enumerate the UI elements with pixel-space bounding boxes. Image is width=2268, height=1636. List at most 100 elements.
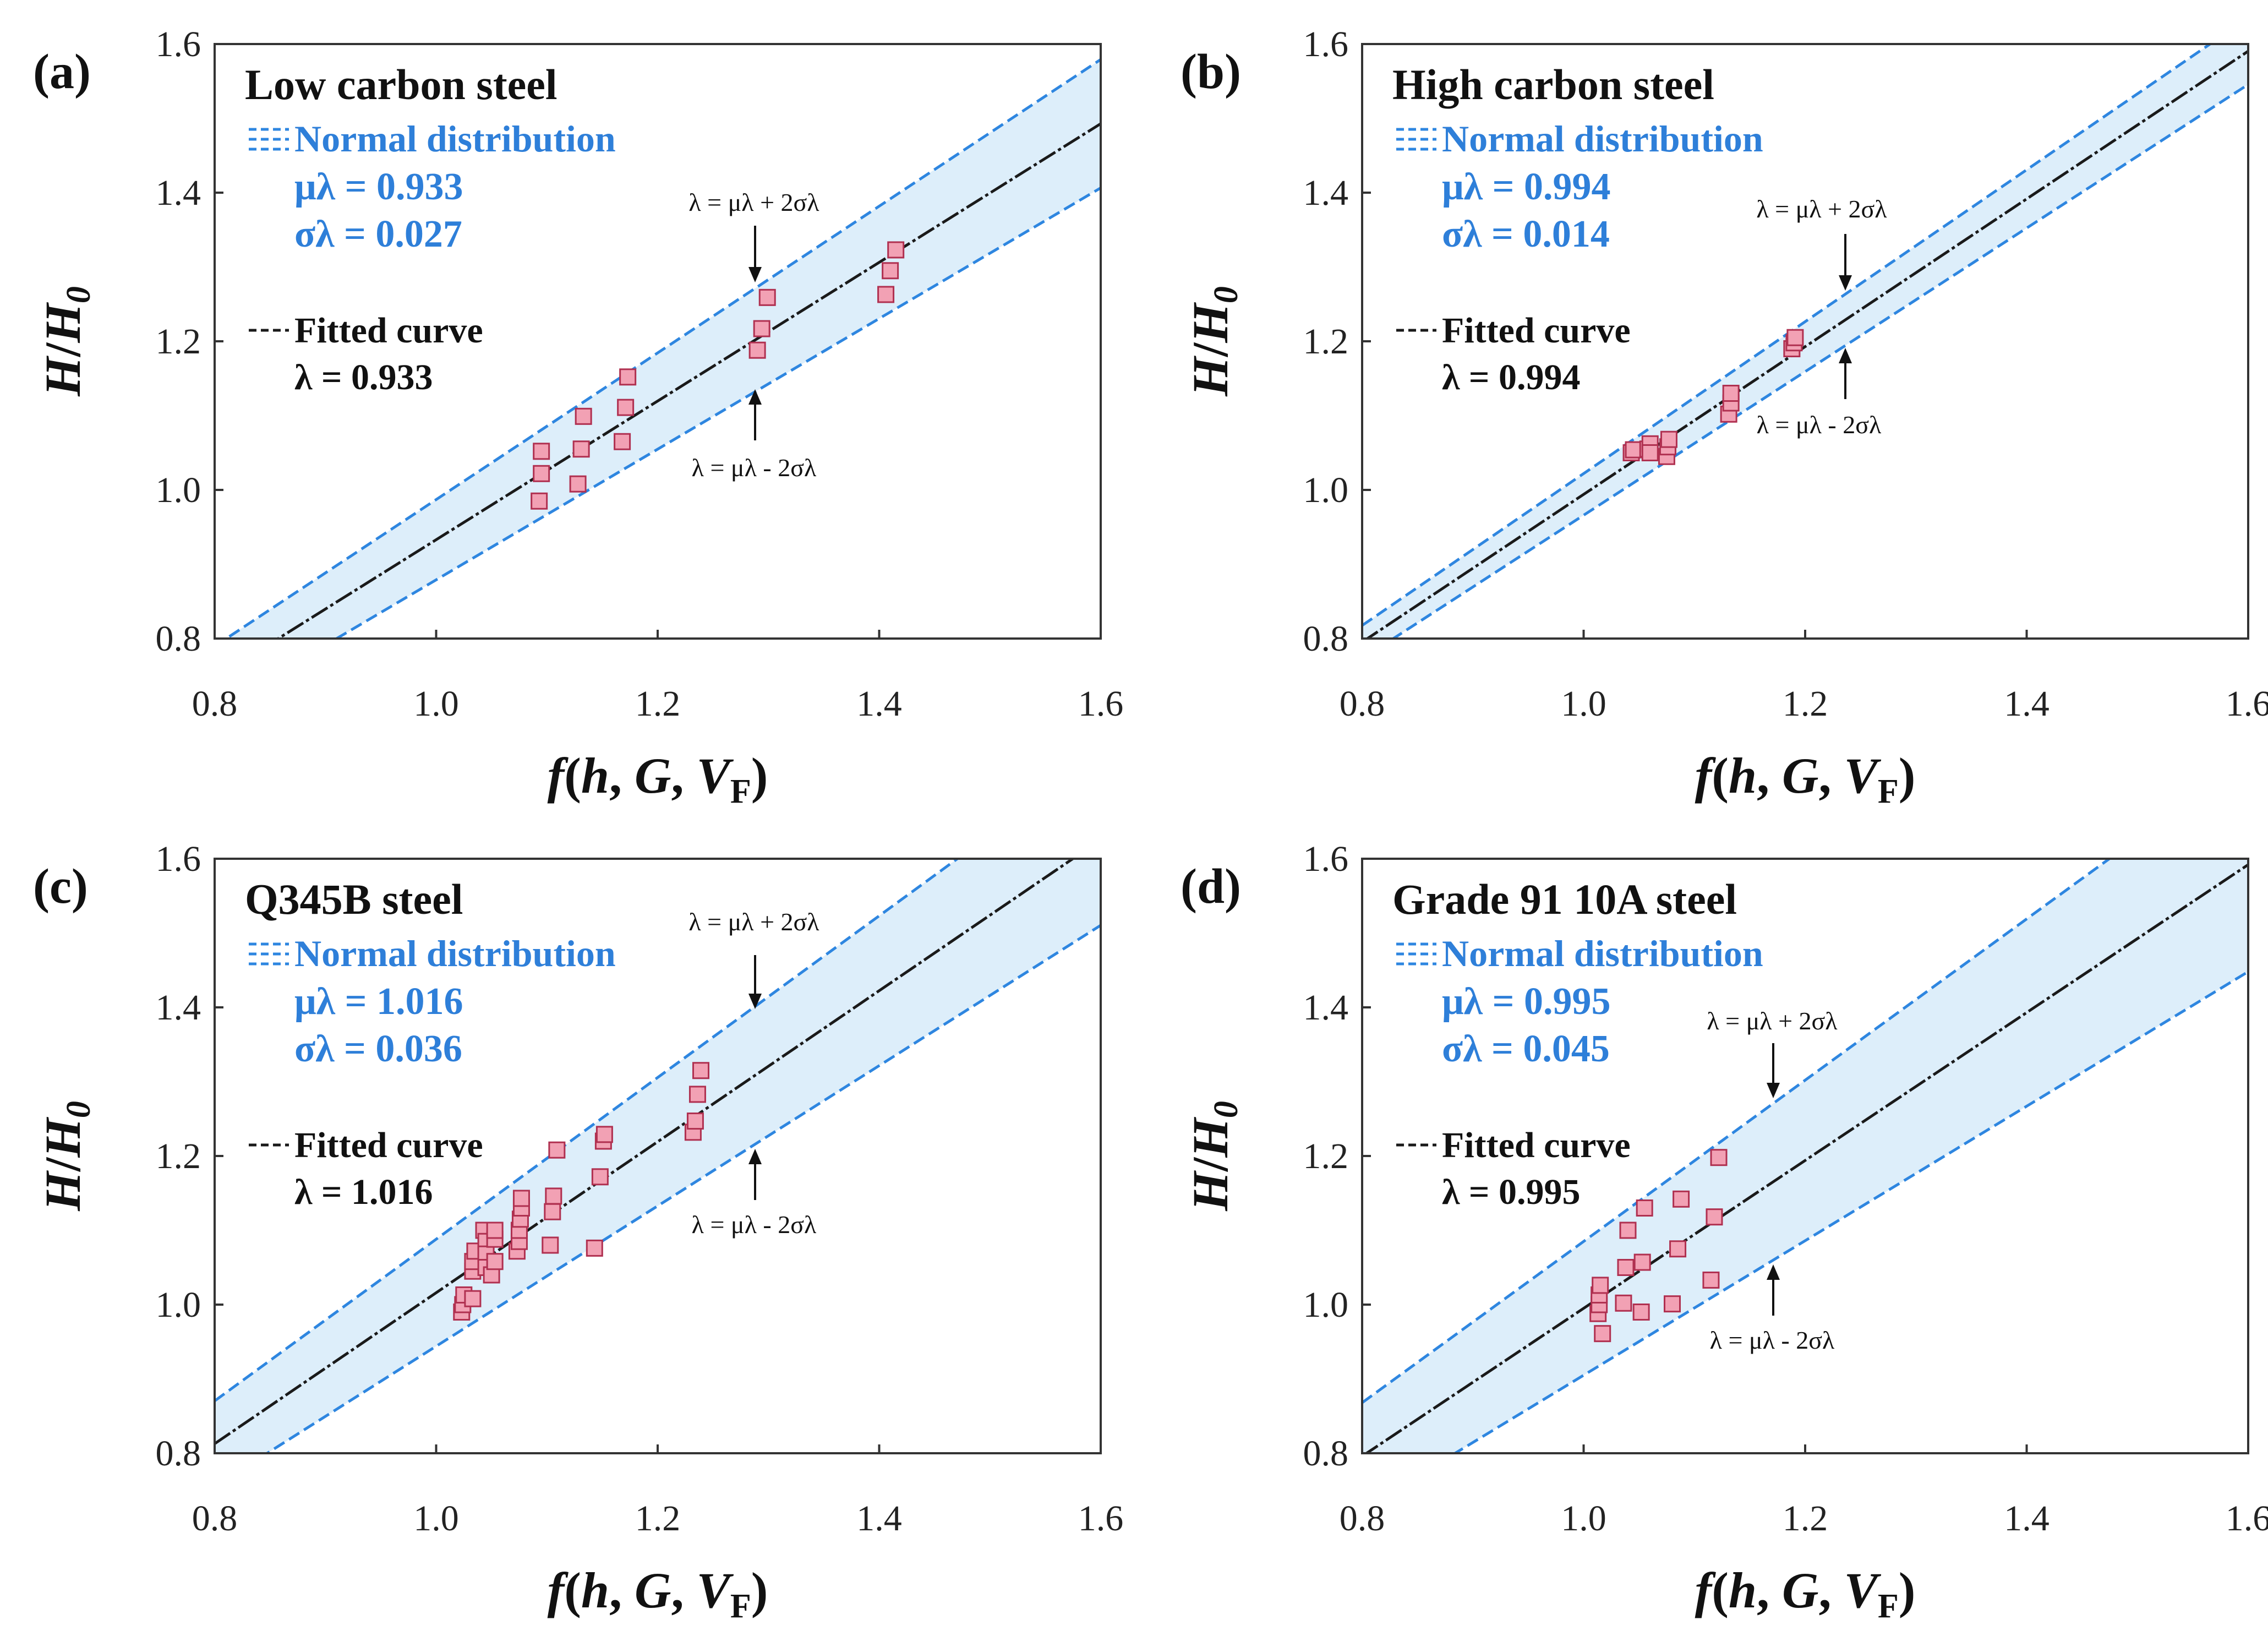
x-tick-label: 1.0 (413, 684, 459, 724)
y-tick-labels: 0.8 1.0 1.2 1.4 1.6 (1303, 839, 1371, 1474)
legend-normal-icon (249, 128, 289, 151)
data-point (619, 368, 637, 386)
legend-fit-label: Fitted curve (1442, 1125, 1631, 1165)
data-point (512, 1190, 530, 1207)
legend-normal-label: Normal distribution (1442, 118, 1763, 160)
y-tick-label: 1.4 (156, 988, 201, 1028)
x-tick-label: 1.2 (635, 684, 681, 724)
y-tick-label: 1.0 (156, 470, 201, 510)
lower-annotation: λ = μλ - 2σλ (1710, 1326, 1835, 1354)
data-point (544, 1203, 561, 1220)
x-tick-label: 1.2 (1783, 1498, 1828, 1539)
x-tick-labels: 0.8 1.0 1.2 1.4 1.6 (1340, 1444, 2268, 1539)
data-point (887, 241, 905, 259)
legend-fit-label: Fitted curve (294, 1125, 483, 1165)
upper-bound-line (1362, 859, 2112, 1404)
y-tick-label: 1.2 (1303, 1136, 1349, 1176)
x-tick-label: 1.2 (1783, 684, 1828, 724)
sigma-value: σλ = 0.036 (294, 1028, 462, 1070)
data-point (1706, 1208, 1723, 1226)
panel-b: 0.8 1.0 1.2 1.4 1.6 0.8 1.0 1.2 1.4 1.6 (b) High… (1181, 24, 2268, 810)
data-point (586, 1239, 603, 1257)
x-tick-label: 1.4 (856, 1498, 902, 1539)
x-tick-label: 1.4 (2004, 1498, 2050, 1539)
normal-band-area (1362, 44, 2248, 639)
x-tick-labels: 0.8 1.0 1.2 1.4 1.6 (1340, 630, 2268, 724)
upper-bound-line (215, 859, 960, 1402)
x-tick-label: 1.6 (2226, 684, 2268, 724)
arrow-down-icon (1839, 234, 1852, 291)
y-tick-label: 1.0 (1303, 1285, 1349, 1325)
y-tick-label: 0.8 (1303, 1433, 1349, 1474)
x-tick-label: 0.8 (192, 684, 238, 724)
data-point (1722, 385, 1740, 402)
x-tick-label: 1.2 (635, 1498, 681, 1539)
lambda-value: λ = 0.995 (1442, 1172, 1581, 1212)
arrow-down-icon (1767, 1043, 1780, 1098)
data-point (688, 1086, 706, 1103)
mu-value: μλ = 0.994 (1442, 166, 1610, 208)
arrow-down-icon (748, 226, 762, 282)
panel-d: 0.8 1.0 1.2 1.4 1.6 0.8 1.0 1.2 1.4 1.6 (d) Grad… (1181, 839, 2268, 1625)
data-point (595, 1126, 613, 1143)
data-point (1594, 1325, 1611, 1343)
arrow-up-icon (1839, 348, 1852, 399)
panel-title: Q345B steel (245, 875, 463, 923)
x-tick-label: 1.6 (1078, 684, 1124, 724)
y-tick-label: 0.8 (156, 619, 201, 659)
x-axis-label: f(h, G, VF) (1695, 748, 1916, 810)
y-tick-label: 1.6 (1303, 24, 1349, 64)
band-group-a (223, 58, 1101, 639)
x-axis-label: f(h, G, VF) (1695, 1562, 1916, 1625)
y-tick-label: 1.4 (1303, 988, 1349, 1028)
panel-a: 0.8 1.0 1.2 1.4 1.6 0.8 1.0 1.2 1.4 1.6 (a) Low … (33, 24, 1123, 810)
data-point (748, 341, 766, 359)
sigma-value: σλ = 0.014 (1442, 213, 1610, 255)
data-point (753, 320, 770, 337)
mu-value: μλ = 1.016 (294, 980, 463, 1023)
y-tick-label: 1.6 (156, 24, 201, 64)
panel-title: High carbon steel (1392, 61, 1714, 108)
lower-bound-line (264, 924, 1101, 1453)
panel-label: (c) (33, 859, 88, 914)
band-group-c (215, 859, 1101, 1453)
legend-normal-icon (249, 942, 289, 966)
legend-fit-label: Fitted curve (294, 310, 483, 351)
fitted-curve-line (1364, 863, 2248, 1453)
y-tick-label: 0.8 (156, 1433, 201, 1474)
data-point (1710, 1149, 1728, 1166)
y-tick-label: 1.6 (156, 839, 201, 879)
y-axis-label: H/H0 (35, 1101, 97, 1212)
sigma-value: σλ = 0.027 (294, 213, 462, 255)
data-point (1660, 430, 1677, 448)
x-tick-label: 1.4 (856, 684, 902, 724)
panel-label: (b) (1181, 45, 1241, 99)
lower-annotation: λ = μλ - 2σλ (1757, 411, 1882, 439)
data-point (882, 262, 899, 280)
mu-value: μλ = 0.995 (1442, 980, 1610, 1023)
band-group-b (1362, 44, 2248, 639)
data-points (531, 241, 905, 510)
panel-label: (a) (33, 45, 91, 99)
y-tick-labels: 0.8 1.0 1.2 1.4 1.6 (156, 24, 223, 659)
x-tick-label: 0.8 (1340, 1498, 1385, 1539)
data-points (1622, 329, 1804, 465)
data-point (569, 475, 587, 493)
data-point (758, 288, 776, 306)
band-group-d (1362, 859, 2248, 1453)
y-tick-label: 1.2 (156, 1136, 201, 1176)
data-point (614, 433, 631, 450)
y-tick-label: 1.4 (1303, 173, 1349, 213)
data-point (531, 492, 548, 510)
x-tick-label: 1.0 (1561, 1498, 1606, 1539)
panel-label: (d) (1181, 859, 1241, 914)
data-point (692, 1062, 709, 1079)
upper-annotation: λ = μλ + 2σλ (1707, 1007, 1838, 1035)
y-axis-label: H/H0 (35, 286, 97, 397)
lambda-value: λ = 0.994 (1442, 357, 1581, 397)
data-point (1786, 329, 1804, 346)
panel-c: 0.8 1.0 1.2 1.4 1.6 0.8 1.0 1.2 1.4 1.6 (c) Q345… (33, 839, 1123, 1625)
panel-title: Low carbon steel (245, 61, 558, 108)
lambda-value: λ = 0.933 (294, 357, 433, 397)
